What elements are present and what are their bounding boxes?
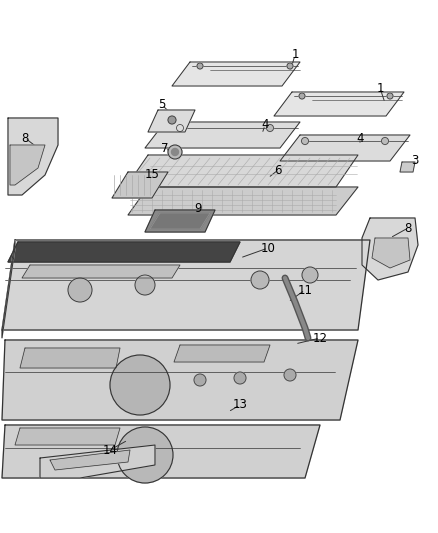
Polygon shape	[50, 450, 130, 470]
Polygon shape	[8, 118, 58, 195]
Circle shape	[172, 149, 179, 156]
Text: 11: 11	[297, 284, 312, 296]
Text: 5: 5	[158, 99, 166, 111]
Text: 6: 6	[274, 164, 282, 176]
Polygon shape	[274, 92, 404, 116]
Text: 1: 1	[291, 49, 299, 61]
Circle shape	[302, 267, 318, 283]
Circle shape	[168, 145, 182, 159]
Circle shape	[110, 355, 170, 415]
Circle shape	[287, 63, 293, 69]
Polygon shape	[112, 172, 168, 198]
Text: 12: 12	[312, 332, 328, 344]
Circle shape	[117, 427, 173, 483]
Circle shape	[299, 93, 305, 99]
Polygon shape	[22, 265, 180, 278]
Text: 8: 8	[404, 222, 412, 235]
Polygon shape	[148, 110, 195, 132]
Polygon shape	[145, 210, 215, 232]
Circle shape	[266, 125, 273, 132]
Polygon shape	[372, 238, 410, 268]
Circle shape	[251, 271, 269, 289]
Circle shape	[381, 138, 389, 144]
Text: 10: 10	[261, 241, 276, 254]
Polygon shape	[2, 240, 15, 338]
Polygon shape	[10, 145, 45, 185]
Text: 13: 13	[233, 399, 247, 411]
Polygon shape	[150, 213, 210, 229]
Polygon shape	[126, 155, 358, 187]
Text: 9: 9	[194, 201, 202, 214]
Text: 1: 1	[376, 82, 384, 94]
Circle shape	[177, 125, 184, 132]
Polygon shape	[15, 428, 120, 445]
Text: 15: 15	[145, 168, 159, 182]
Circle shape	[194, 374, 206, 386]
Circle shape	[387, 93, 393, 99]
Text: 14: 14	[102, 443, 117, 456]
Circle shape	[135, 275, 155, 295]
Polygon shape	[172, 62, 300, 86]
Polygon shape	[2, 340, 358, 420]
Polygon shape	[8, 242, 240, 262]
Text: 3: 3	[411, 154, 419, 166]
Text: 7: 7	[161, 141, 169, 155]
Polygon shape	[174, 345, 270, 362]
Circle shape	[234, 372, 246, 384]
Polygon shape	[2, 240, 370, 330]
Circle shape	[168, 116, 176, 124]
Text: 4: 4	[261, 118, 269, 132]
Text: 4: 4	[356, 132, 364, 144]
Polygon shape	[40, 445, 155, 478]
Circle shape	[68, 278, 92, 302]
Circle shape	[301, 138, 308, 144]
Circle shape	[197, 63, 203, 69]
Polygon shape	[2, 425, 320, 478]
Polygon shape	[128, 187, 358, 215]
Text: 8: 8	[21, 132, 28, 144]
Polygon shape	[280, 135, 410, 161]
Polygon shape	[400, 162, 415, 172]
Polygon shape	[362, 218, 418, 280]
Polygon shape	[145, 122, 300, 148]
Circle shape	[284, 369, 296, 381]
Polygon shape	[20, 348, 120, 368]
